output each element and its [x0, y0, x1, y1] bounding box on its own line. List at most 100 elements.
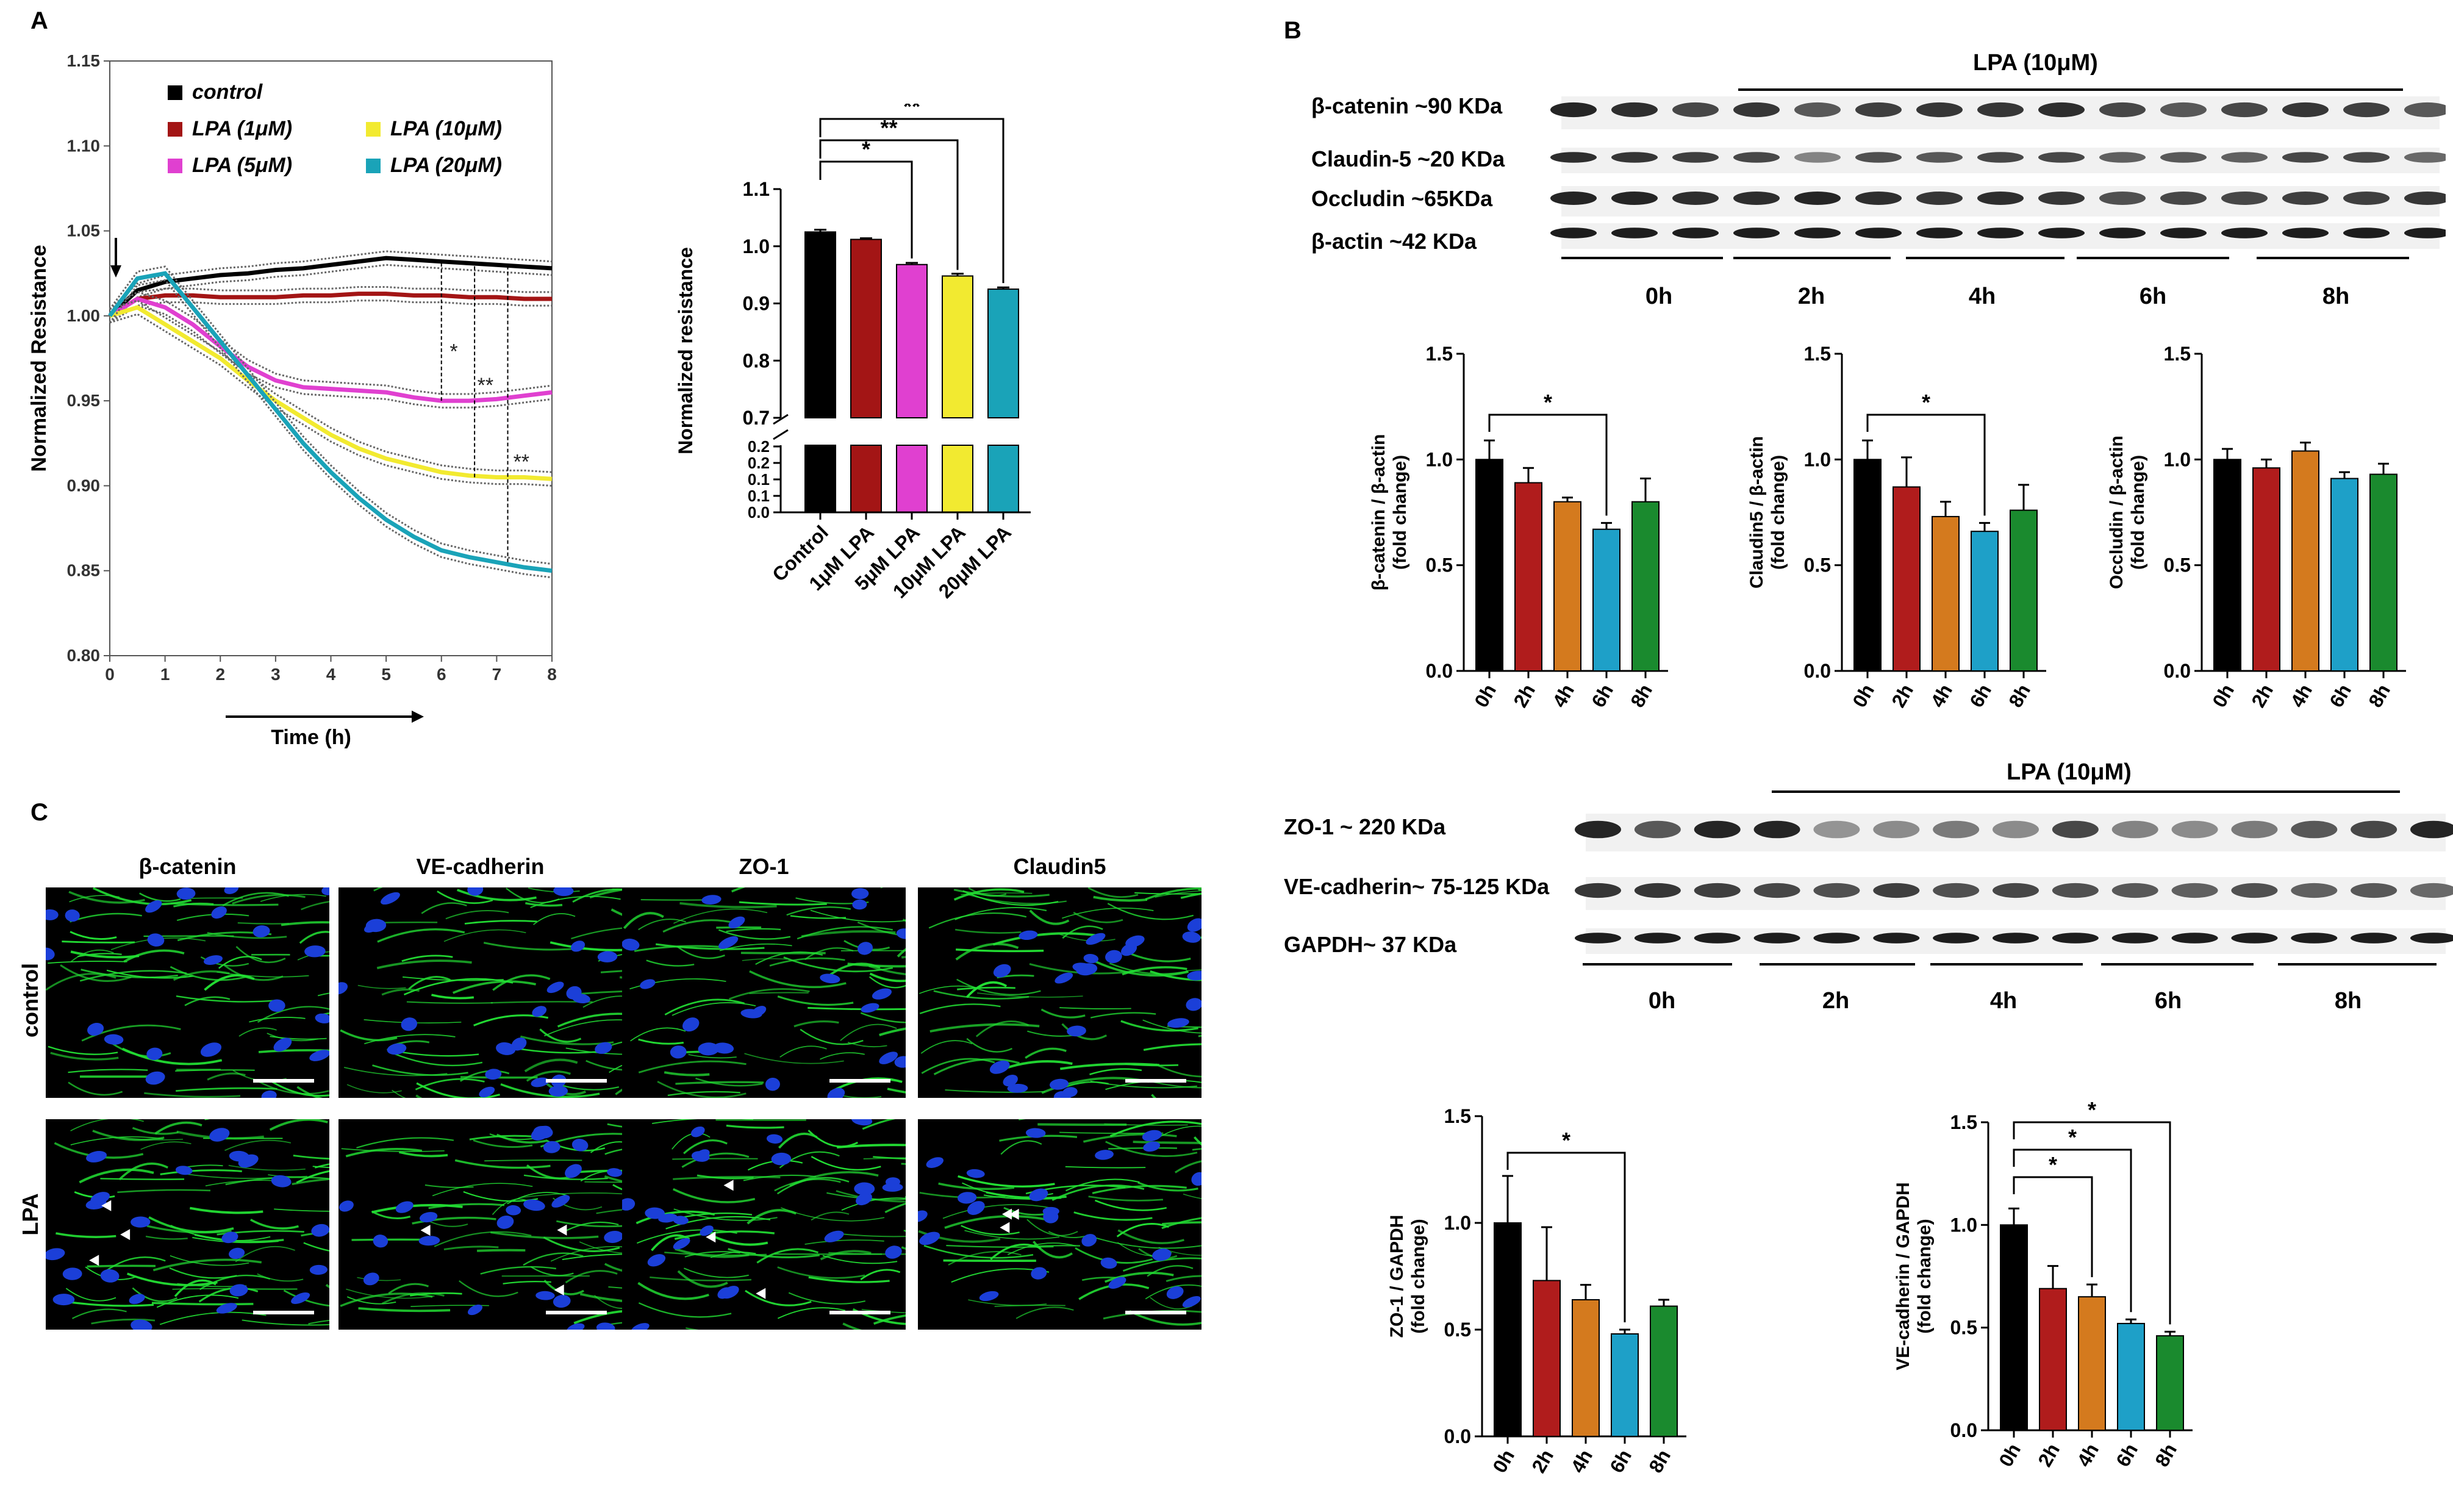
- blot-band: [2291, 883, 2338, 898]
- if-column-title: VE-cadherin: [416, 854, 545, 879]
- blot2-time-lines: [1583, 963, 2437, 966]
- if-fiber: [667, 1091, 740, 1097]
- if-fiber: [381, 988, 420, 996]
- y-tick-label: 1.00: [67, 306, 101, 325]
- if-nucleus: [640, 979, 656, 989]
- if-fiber: [456, 889, 537, 901]
- if-fiber: [68, 1069, 148, 1073]
- blot-band: [2282, 102, 2329, 118]
- blot2-row-label: GAPDH~ 37 KDa: [1284, 932, 1457, 957]
- if-nucleus: [918, 1210, 928, 1222]
- bcatenin-bar-chart: 0.0 0.5 1.0 1.5 β-catenin / β-actin (fold cha…: [1369, 343, 1668, 711]
- if-fiber: [48, 961, 127, 964]
- if-fiber: [879, 1027, 906, 1036]
- blot-band: [1916, 228, 1963, 238]
- if-nucleus: [1086, 933, 1106, 945]
- if-nucleus: [1031, 1267, 1047, 1280]
- if-fiber: [964, 1230, 1060, 1240]
- if-fiber: [901, 956, 906, 959]
- if-nucleus: [46, 947, 55, 961]
- x-tick-label: 4h: [1926, 681, 1957, 711]
- if-fiber: [1025, 1047, 1067, 1059]
- if-fiber: [160, 1169, 242, 1175]
- x-tick-label: 4h: [1548, 681, 1578, 711]
- if-fiber: [224, 1139, 292, 1152]
- y-axis-label: (fold change): [2128, 455, 2148, 570]
- y-tick-label: 1.0: [743, 235, 770, 257]
- legend-label: LPA (5μM): [192, 154, 292, 177]
- blot-band: [1916, 152, 1963, 163]
- y-tick-label: 0.5: [1444, 1319, 1471, 1341]
- if-fiber: [590, 1141, 622, 1153]
- if-fiber: [176, 1087, 278, 1092]
- if-nucleus: [543, 1141, 560, 1153]
- if-fiber: [60, 964, 132, 983]
- addition-arrow-head: [110, 265, 121, 278]
- blot-band: [1977, 228, 2024, 238]
- y-axis-label: ZO-1 / GAPDH: [1387, 1215, 1407, 1338]
- blot1-bands: [1550, 96, 2446, 249]
- if-nucleus: [571, 994, 590, 1004]
- if-fiber: [820, 1052, 865, 1060]
- legend-swatch: [366, 122, 381, 137]
- if-fiber: [684, 1251, 740, 1258]
- if-fiber: [1065, 1166, 1146, 1169]
- if-fiber: [70, 949, 114, 962]
- if-nucleus: [200, 1042, 222, 1057]
- if-fiber: [928, 912, 1027, 929]
- if-nucleus: [229, 1247, 245, 1259]
- series-line: [109, 296, 553, 403]
- y-axis-label: (fold change): [1408, 1219, 1428, 1333]
- significance-label: *: [1544, 390, 1552, 415]
- if-fiber: [968, 1299, 1047, 1306]
- if-fiber: [398, 1151, 448, 1158]
- if-fiber: [170, 1255, 249, 1266]
- blot-band: [2221, 152, 2268, 163]
- if-fiber: [675, 1247, 750, 1258]
- if-fiber: [1094, 1199, 1167, 1211]
- if-nucleus: [145, 900, 162, 913]
- if-fiber: [1122, 1257, 1201, 1272]
- if-fiber: [677, 1270, 728, 1288]
- if-fiber: [543, 1019, 622, 1037]
- if-nucleus: [238, 1154, 259, 1168]
- if-image-canvas: [338, 887, 622, 1098]
- if-nucleus: [565, 1164, 582, 1178]
- blot-band: [2111, 883, 2158, 898]
- bar: [987, 288, 1019, 418]
- if-nucleus: [46, 1248, 65, 1261]
- if-fiber: [1030, 1245, 1080, 1247]
- if-nucleus: [1019, 930, 1038, 941]
- y-tick-label: 1.5: [1444, 1105, 1471, 1127]
- if-nucleus: [146, 1047, 163, 1061]
- if-nucleus: [967, 1201, 985, 1215]
- x-tick-label: 2h: [1527, 1446, 1558, 1477]
- if-nucleus: [597, 951, 618, 962]
- if-fiber: [860, 1269, 901, 1281]
- if-fiber: [65, 1288, 116, 1302]
- if-fiber: [672, 1188, 756, 1203]
- blot-band: [1672, 228, 1719, 238]
- bar: [1572, 1299, 1600, 1437]
- if-nucleus: [485, 1069, 502, 1080]
- if-fiber: [118, 1163, 168, 1181]
- if-fiber: [742, 958, 787, 961]
- zo1-bar-chart: 0.0 0.5 1.0 1.5 ZO-1 / GAPDH (fold change) 0h 2…: [1387, 1105, 1686, 1477]
- if-fiber: [646, 959, 695, 967]
- if-nucleus: [304, 945, 326, 958]
- if-nucleus: [224, 887, 239, 894]
- if-fiber: [341, 1148, 445, 1152]
- series-error-band: [109, 313, 553, 487]
- x-tick-label: 7: [492, 665, 502, 684]
- if-fiber: [695, 1077, 763, 1087]
- if-fiber: [604, 1175, 622, 1183]
- blot-band: [2099, 152, 2146, 163]
- if-fiber: [593, 1295, 622, 1310]
- if-nucleus: [363, 1272, 379, 1286]
- if-fiber: [1155, 1063, 1201, 1078]
- if-fiber: [1154, 1125, 1201, 1141]
- blot-band: [1855, 152, 1902, 163]
- if-fiber: [965, 981, 1008, 998]
- if-fiber: [840, 1023, 897, 1041]
- bar: [2000, 1224, 2028, 1431]
